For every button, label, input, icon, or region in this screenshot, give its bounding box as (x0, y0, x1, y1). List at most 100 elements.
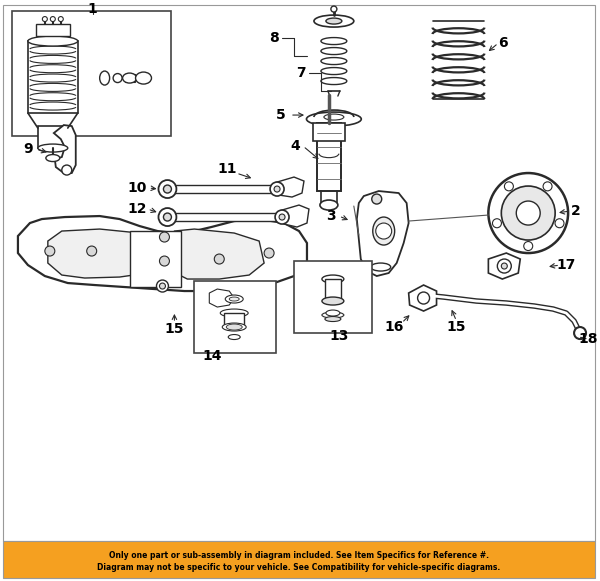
Text: 3: 3 (326, 209, 336, 223)
Circle shape (372, 194, 382, 204)
Text: 5: 5 (276, 108, 286, 122)
Ellipse shape (373, 217, 395, 245)
Ellipse shape (322, 297, 344, 305)
Circle shape (163, 185, 172, 193)
Ellipse shape (314, 15, 354, 27)
Bar (12, 11, 172, 136)
Ellipse shape (307, 112, 361, 126)
Polygon shape (18, 216, 307, 291)
Ellipse shape (46, 155, 60, 162)
Text: 12: 12 (128, 202, 147, 216)
Text: 16: 16 (384, 320, 403, 334)
Polygon shape (282, 205, 309, 227)
Circle shape (274, 186, 280, 192)
Text: 15: 15 (164, 322, 184, 336)
Polygon shape (48, 229, 161, 278)
Circle shape (163, 213, 172, 221)
Ellipse shape (28, 36, 78, 46)
Circle shape (502, 263, 508, 269)
Bar (38, 126, 68, 148)
Text: 13: 13 (329, 329, 349, 343)
Circle shape (502, 186, 555, 240)
Bar (325, 279, 341, 301)
Bar (36, 24, 70, 36)
Bar (167, 213, 282, 221)
Bar (224, 313, 244, 327)
Circle shape (45, 246, 55, 256)
Ellipse shape (122, 73, 137, 83)
Text: 18: 18 (578, 332, 598, 346)
Circle shape (157, 280, 169, 292)
Ellipse shape (325, 317, 341, 321)
Text: 4: 4 (290, 139, 300, 153)
Ellipse shape (320, 200, 338, 210)
Circle shape (418, 292, 430, 304)
Ellipse shape (371, 263, 391, 271)
Polygon shape (357, 191, 409, 276)
Circle shape (555, 218, 564, 228)
Circle shape (158, 208, 176, 226)
Circle shape (160, 283, 166, 289)
Circle shape (574, 327, 586, 339)
Text: 10: 10 (128, 181, 147, 195)
Ellipse shape (225, 295, 243, 303)
Ellipse shape (326, 18, 342, 24)
Bar (125, 74, 134, 82)
Text: Only one part or sub-assembly in diagram included. See Item Specifics for Refere: Only one part or sub-assembly in diagram… (109, 551, 489, 560)
Circle shape (275, 210, 289, 224)
Ellipse shape (326, 310, 340, 316)
Polygon shape (409, 285, 437, 311)
Text: 9: 9 (23, 142, 33, 156)
Circle shape (516, 201, 540, 225)
Text: 17: 17 (556, 258, 576, 272)
Polygon shape (277, 177, 304, 197)
Text: 1: 1 (88, 2, 98, 16)
Text: Diagram may not be specific to your vehicle. See Compatibility for vehicle-speci: Diagram may not be specific to your vehi… (97, 562, 500, 572)
Ellipse shape (324, 114, 344, 120)
Ellipse shape (113, 74, 122, 83)
Ellipse shape (220, 309, 248, 317)
Circle shape (493, 218, 502, 228)
Bar (294, 261, 372, 333)
Polygon shape (167, 229, 264, 279)
Circle shape (58, 17, 63, 21)
Circle shape (43, 17, 47, 21)
Text: 8: 8 (269, 31, 279, 45)
Bar (28, 41, 78, 113)
Circle shape (270, 182, 284, 196)
Circle shape (87, 246, 97, 256)
Circle shape (264, 248, 274, 258)
Circle shape (279, 214, 285, 220)
Circle shape (50, 17, 55, 21)
Ellipse shape (100, 71, 110, 85)
Circle shape (376, 223, 392, 239)
Ellipse shape (228, 335, 240, 339)
Text: 6: 6 (499, 36, 508, 50)
Circle shape (543, 182, 552, 191)
Circle shape (160, 256, 169, 266)
Bar (313, 123, 345, 141)
Polygon shape (488, 253, 520, 279)
Ellipse shape (226, 324, 242, 330)
Text: 2: 2 (571, 204, 581, 218)
Bar (3, 541, 595, 578)
Ellipse shape (322, 275, 344, 283)
Ellipse shape (322, 312, 344, 318)
Ellipse shape (136, 72, 151, 84)
Ellipse shape (222, 323, 246, 331)
Text: 15: 15 (447, 320, 466, 334)
Text: 11: 11 (217, 162, 237, 176)
Circle shape (488, 173, 568, 253)
Text: 7: 7 (296, 66, 306, 80)
Circle shape (524, 242, 533, 250)
Bar (317, 123, 341, 191)
Bar (194, 281, 276, 353)
Ellipse shape (229, 297, 239, 301)
Circle shape (497, 259, 511, 273)
Circle shape (160, 232, 169, 242)
Bar (167, 185, 277, 193)
Circle shape (331, 6, 337, 12)
Polygon shape (209, 289, 234, 307)
Text: 14: 14 (203, 349, 222, 363)
Polygon shape (54, 125, 76, 173)
